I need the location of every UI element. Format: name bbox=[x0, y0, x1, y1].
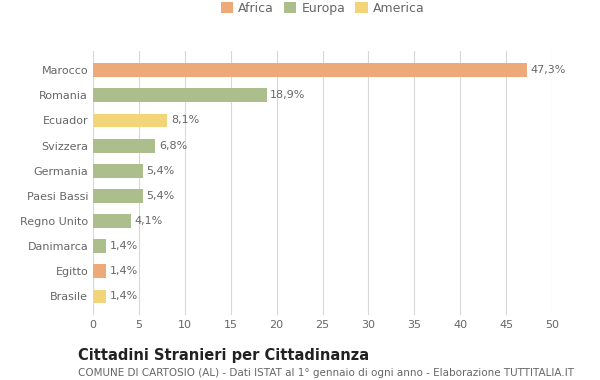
Text: COMUNE DI CARTOSIO (AL) - Dati ISTAT al 1° gennaio di ogni anno - Elaborazione T: COMUNE DI CARTOSIO (AL) - Dati ISTAT al … bbox=[78, 368, 574, 378]
Text: 1,4%: 1,4% bbox=[110, 291, 138, 301]
Bar bbox=[93, 290, 106, 303]
Text: 47,3%: 47,3% bbox=[531, 65, 566, 75]
Bar bbox=[93, 189, 143, 203]
Text: 8,1%: 8,1% bbox=[171, 116, 199, 125]
Bar bbox=[93, 164, 143, 178]
Text: 1,4%: 1,4% bbox=[110, 241, 138, 251]
Text: 6,8%: 6,8% bbox=[159, 141, 187, 150]
Text: 1,4%: 1,4% bbox=[110, 266, 138, 276]
Text: 5,4%: 5,4% bbox=[146, 191, 175, 201]
Bar bbox=[93, 139, 155, 152]
Bar bbox=[93, 264, 106, 278]
Text: 18,9%: 18,9% bbox=[270, 90, 305, 100]
Bar bbox=[93, 114, 167, 127]
Bar bbox=[93, 214, 131, 228]
Legend: Africa, Europa, America: Africa, Europa, America bbox=[218, 0, 427, 17]
Text: 5,4%: 5,4% bbox=[146, 166, 175, 176]
Text: 4,1%: 4,1% bbox=[134, 216, 163, 226]
Bar bbox=[93, 63, 527, 77]
Bar bbox=[93, 239, 106, 253]
Bar bbox=[93, 89, 266, 102]
Text: Cittadini Stranieri per Cittadinanza: Cittadini Stranieri per Cittadinanza bbox=[78, 348, 369, 363]
